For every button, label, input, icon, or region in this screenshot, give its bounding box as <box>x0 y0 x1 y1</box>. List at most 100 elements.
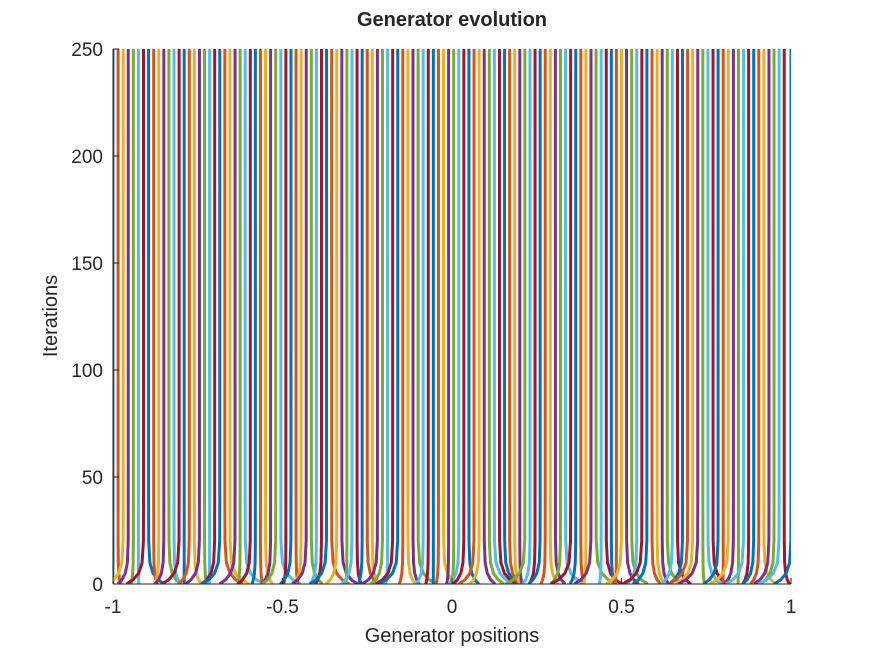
series-line <box>594 49 617 584</box>
y-tick-label: 200 <box>71 147 103 168</box>
series-line <box>741 49 756 584</box>
series-line <box>113 49 125 583</box>
series-line <box>773 49 791 584</box>
series-line <box>706 49 723 584</box>
series-line <box>613 49 618 584</box>
series-line <box>723 49 735 584</box>
series-line <box>344 49 349 584</box>
series-line <box>492 49 515 584</box>
chart-title: Generator evolution <box>357 9 547 31</box>
series-line <box>677 49 700 584</box>
y-tick-label: 100 <box>71 361 103 382</box>
series-line <box>660 49 674 584</box>
series-line <box>702 49 720 584</box>
series-line <box>762 49 777 584</box>
x-axis-label: Generator positions <box>365 625 540 647</box>
series-line <box>291 49 308 584</box>
x-tick-label: 0 <box>447 597 458 618</box>
series-line <box>482 49 497 584</box>
series-line <box>125 49 146 584</box>
series-line <box>741 49 751 584</box>
y-tick-label: 0 <box>92 575 103 596</box>
series-line <box>549 49 562 584</box>
series-line <box>527 49 537 584</box>
series-line <box>192 49 203 584</box>
series-line <box>549 49 573 584</box>
tick-labels: -1 -0.5 0 0.5 1 0 50 100 150 200 250 <box>71 40 796 618</box>
series-line <box>504 49 527 584</box>
series-line <box>218 49 237 584</box>
series-line <box>539 49 547 584</box>
series-line <box>452 49 466 584</box>
series-line <box>153 49 161 584</box>
series-line <box>582 49 588 584</box>
series-line <box>668 49 690 584</box>
series-line <box>564 49 585 584</box>
axes <box>112 48 792 585</box>
series-line <box>361 49 379 584</box>
series-line <box>200 49 222 584</box>
series-line <box>356 49 364 584</box>
series-line <box>749 49 761 584</box>
series-line <box>782 49 791 584</box>
series-line <box>631 49 649 584</box>
series-line <box>330 49 350 584</box>
series-line <box>674 49 695 584</box>
x-tick-label: 0.5 <box>608 597 634 618</box>
series-line <box>228 49 250 584</box>
y-tick-label: 150 <box>71 254 103 275</box>
series-line <box>243 49 265 584</box>
series-line <box>655 49 667 584</box>
series-line <box>650 49 662 584</box>
series-line <box>458 49 476 584</box>
series-line <box>521 49 532 584</box>
series-line <box>153 49 166 584</box>
series-line <box>340 49 359 584</box>
series-line <box>116 49 130 584</box>
series-line <box>725 49 746 584</box>
series-line <box>207 49 212 584</box>
series-line <box>308 49 329 584</box>
series-line <box>424 49 430 584</box>
series-line <box>279 49 293 584</box>
series-layer <box>113 49 791 584</box>
x-tick-label: 1 <box>786 597 797 618</box>
series-line <box>223 49 244 584</box>
series-line <box>161 49 181 584</box>
series-line <box>711 49 728 584</box>
series-line <box>370 49 384 584</box>
series-line <box>513 49 522 584</box>
series-line <box>325 49 339 584</box>
series-line <box>340 49 354 584</box>
series-line <box>177 49 191 584</box>
series-line <box>448 49 461 584</box>
series-line <box>573 49 593 584</box>
series-line <box>568 49 578 584</box>
x-tick-label: -0.5 <box>266 597 299 618</box>
y-axis-label: Iterations <box>40 275 62 357</box>
series-line <box>621 49 644 584</box>
series-line <box>701 49 706 584</box>
y-tick-label: 250 <box>71 40 103 61</box>
series-line <box>378 49 400 584</box>
series-line <box>411 49 421 584</box>
series-line <box>116 49 123 584</box>
series-line <box>605 49 623 584</box>
series-line <box>758 49 781 584</box>
series-line <box>172 49 182 584</box>
series-line <box>518 49 524 584</box>
x-tick-label: -1 <box>105 597 122 618</box>
series-line <box>236 49 252 584</box>
series-line <box>487 49 505 584</box>
series-line <box>261 49 278 584</box>
series-line <box>260 49 273 584</box>
series-line <box>250 49 257 584</box>
series-line <box>709 49 730 584</box>
series-line <box>200 49 217 584</box>
series-line <box>375 49 395 584</box>
series-line <box>279 49 302 584</box>
series-line <box>497 49 518 584</box>
series-line <box>167 49 182 584</box>
series-line <box>434 49 440 584</box>
